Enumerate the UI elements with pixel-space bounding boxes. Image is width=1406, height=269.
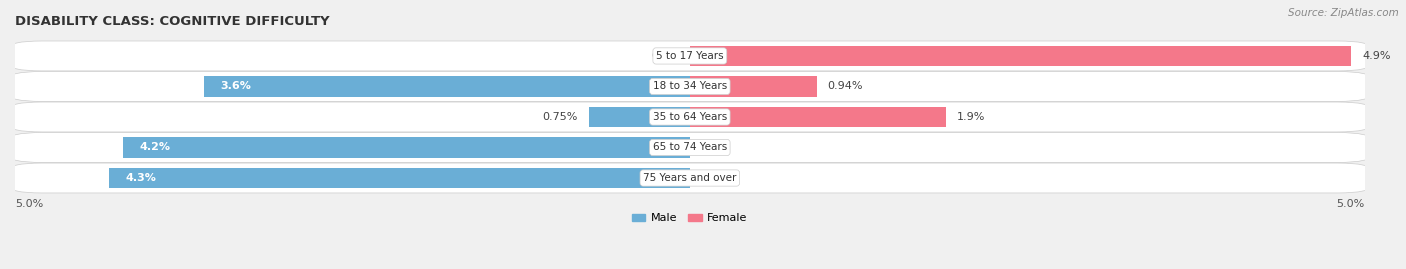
Text: 5.0%: 5.0% <box>1337 199 1365 209</box>
Text: 65 to 74 Years: 65 to 74 Years <box>652 143 727 153</box>
Bar <box>122 137 690 158</box>
Text: 5.0%: 5.0% <box>15 199 44 209</box>
FancyBboxPatch shape <box>8 133 1371 162</box>
FancyBboxPatch shape <box>8 72 1371 101</box>
Text: 0.94%: 0.94% <box>828 82 863 91</box>
FancyBboxPatch shape <box>8 163 1371 193</box>
Text: 0.0%: 0.0% <box>651 51 679 61</box>
Text: 3.6%: 3.6% <box>221 82 252 91</box>
Text: 0.0%: 0.0% <box>700 143 728 153</box>
Legend: Male, Female: Male, Female <box>627 209 752 228</box>
Text: 4.2%: 4.2% <box>139 143 170 153</box>
Text: 0.0%: 0.0% <box>700 173 728 183</box>
Text: 1.9%: 1.9% <box>957 112 986 122</box>
FancyBboxPatch shape <box>8 41 1371 71</box>
Text: 5 to 17 Years: 5 to 17 Years <box>657 51 724 61</box>
Text: 35 to 64 Years: 35 to 64 Years <box>652 112 727 122</box>
Text: 0.75%: 0.75% <box>543 112 578 122</box>
Bar <box>690 76 817 97</box>
Bar <box>690 45 1351 66</box>
Text: 4.9%: 4.9% <box>1362 51 1391 61</box>
Text: 75 Years and over: 75 Years and over <box>643 173 737 183</box>
Text: 18 to 34 Years: 18 to 34 Years <box>652 82 727 91</box>
Text: DISABILITY CLASS: COGNITIVE DIFFICULTY: DISABILITY CLASS: COGNITIVE DIFFICULTY <box>15 15 329 28</box>
Bar <box>589 107 690 127</box>
Bar <box>690 107 946 127</box>
Bar <box>204 76 690 97</box>
Bar <box>110 168 690 188</box>
FancyBboxPatch shape <box>8 102 1371 132</box>
Text: 4.3%: 4.3% <box>125 173 156 183</box>
Text: Source: ZipAtlas.com: Source: ZipAtlas.com <box>1288 8 1399 18</box>
